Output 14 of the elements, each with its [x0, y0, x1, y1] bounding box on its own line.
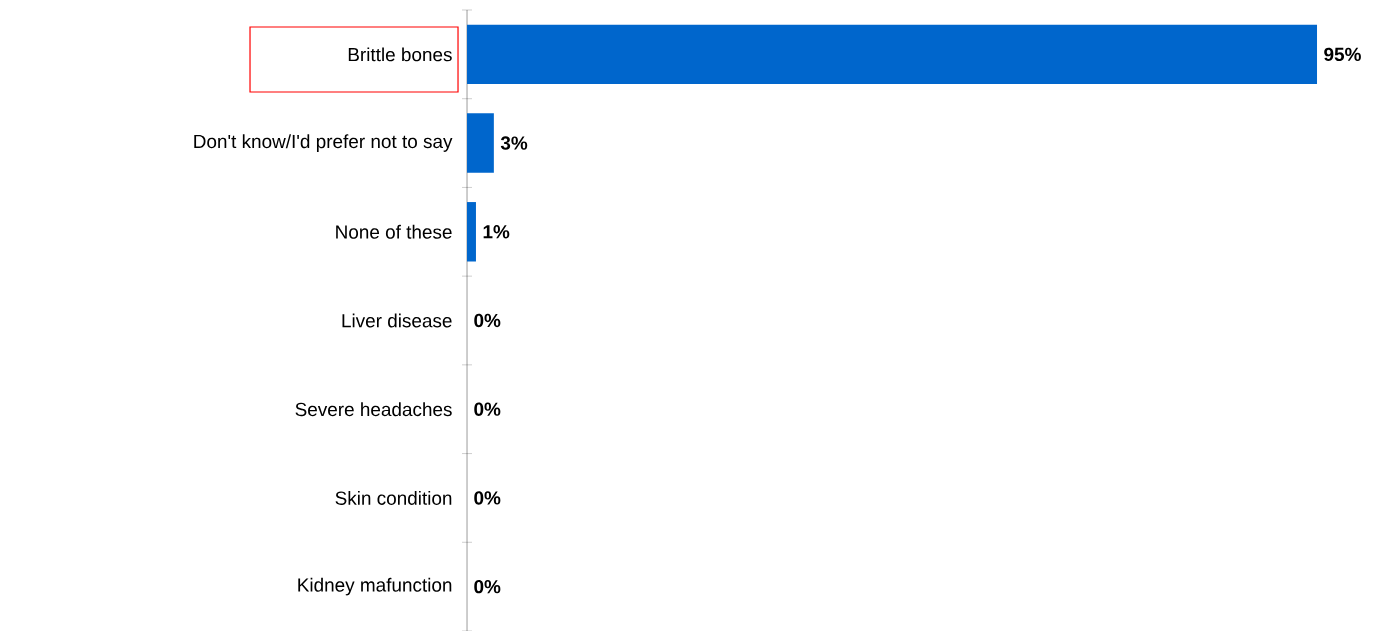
y-tick-label: Skin condition [335, 490, 452, 505]
y-tick-label: Brittle bones [348, 47, 452, 62]
data-label: 0% [474, 313, 501, 328]
y-tick-label: Don't know/I'd prefer not to say [194, 134, 453, 152]
y-tick-label: Severe headaches [295, 402, 452, 417]
y-tick-label: Liver disease [342, 313, 452, 328]
data-label: 0% [474, 579, 501, 594]
data-label: 1% [483, 225, 510, 239]
data-label: 0% [474, 402, 501, 416]
data-label: 0% [474, 491, 501, 505]
y-tick-label: None of these [336, 224, 452, 239]
data-label: 95% [1324, 47, 1361, 62]
data-label: 3% [500, 136, 528, 150]
y-tick-label: Kidney mafunction [298, 577, 452, 596]
